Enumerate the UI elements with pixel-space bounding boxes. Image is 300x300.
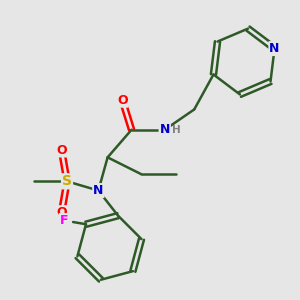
Text: O: O (56, 143, 67, 157)
Text: O: O (56, 206, 67, 219)
Text: F: F (60, 214, 68, 227)
Text: H: H (172, 125, 181, 136)
Text: S: S (62, 174, 72, 188)
Text: N: N (93, 184, 103, 197)
Text: N: N (269, 42, 280, 55)
Text: O: O (117, 94, 128, 107)
Text: N: N (160, 123, 170, 136)
